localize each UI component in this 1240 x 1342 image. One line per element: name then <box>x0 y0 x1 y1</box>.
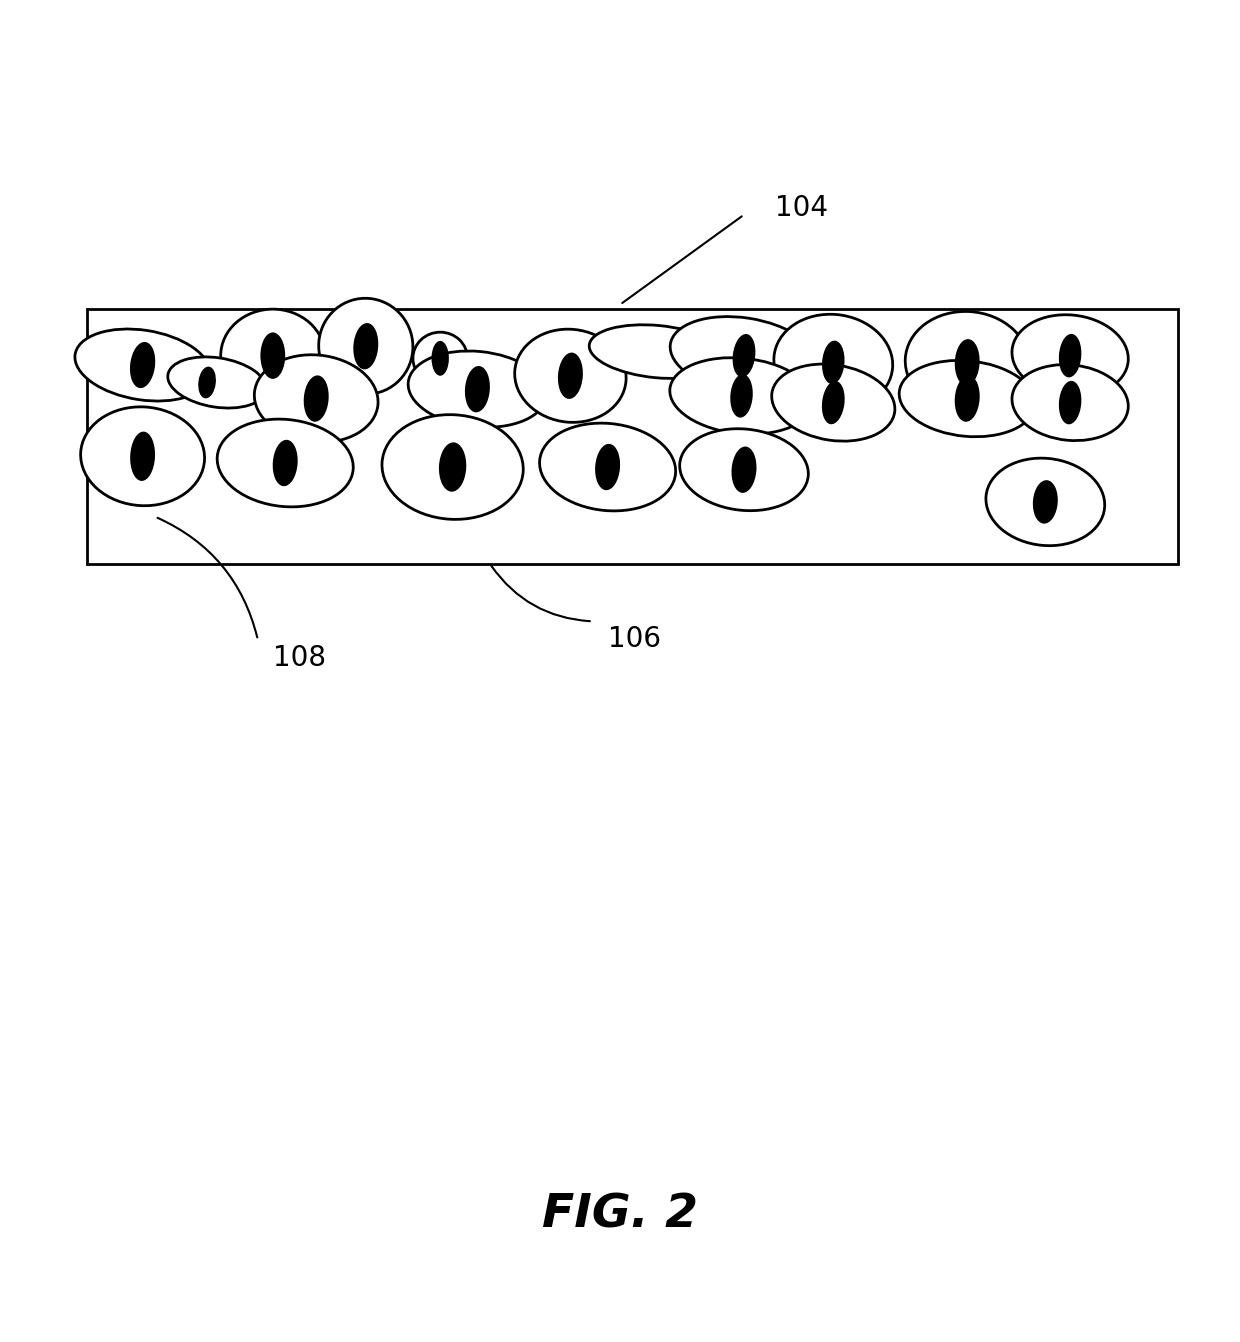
Ellipse shape <box>1059 334 1081 377</box>
Text: FIG. 2: FIG. 2 <box>542 1192 698 1237</box>
Ellipse shape <box>1012 315 1128 396</box>
Ellipse shape <box>217 419 353 507</box>
Ellipse shape <box>382 415 523 519</box>
Ellipse shape <box>986 458 1105 546</box>
Ellipse shape <box>198 366 216 399</box>
Ellipse shape <box>74 329 211 401</box>
Ellipse shape <box>955 376 980 421</box>
Ellipse shape <box>774 314 893 411</box>
Ellipse shape <box>822 341 844 384</box>
Ellipse shape <box>899 361 1035 436</box>
Ellipse shape <box>432 341 449 376</box>
Ellipse shape <box>733 334 755 377</box>
Bar <box>87 309 1178 564</box>
Ellipse shape <box>1033 480 1058 523</box>
Ellipse shape <box>304 376 329 421</box>
Ellipse shape <box>221 309 325 403</box>
Ellipse shape <box>955 340 980 385</box>
Ellipse shape <box>353 323 378 369</box>
Ellipse shape <box>254 354 378 443</box>
Ellipse shape <box>670 317 818 395</box>
Ellipse shape <box>558 353 583 399</box>
Ellipse shape <box>408 352 547 427</box>
Ellipse shape <box>273 440 298 486</box>
Ellipse shape <box>680 428 808 511</box>
Ellipse shape <box>670 358 813 433</box>
Ellipse shape <box>260 333 285 378</box>
Ellipse shape <box>732 447 756 493</box>
Ellipse shape <box>319 298 413 395</box>
Ellipse shape <box>905 311 1029 413</box>
Ellipse shape <box>595 444 620 490</box>
Ellipse shape <box>130 342 155 388</box>
Ellipse shape <box>771 364 895 442</box>
Ellipse shape <box>1059 381 1081 424</box>
Ellipse shape <box>439 443 466 491</box>
Text: 108: 108 <box>273 644 326 671</box>
Text: 104: 104 <box>775 195 828 221</box>
Ellipse shape <box>515 329 626 423</box>
Ellipse shape <box>130 432 155 480</box>
Ellipse shape <box>539 423 676 511</box>
Ellipse shape <box>730 374 753 417</box>
Ellipse shape <box>589 325 725 378</box>
Text: 106: 106 <box>608 625 661 652</box>
Ellipse shape <box>822 381 844 424</box>
Ellipse shape <box>81 407 205 506</box>
Ellipse shape <box>413 333 467 384</box>
Ellipse shape <box>167 357 267 408</box>
Ellipse shape <box>1012 365 1128 440</box>
Ellipse shape <box>465 366 490 412</box>
